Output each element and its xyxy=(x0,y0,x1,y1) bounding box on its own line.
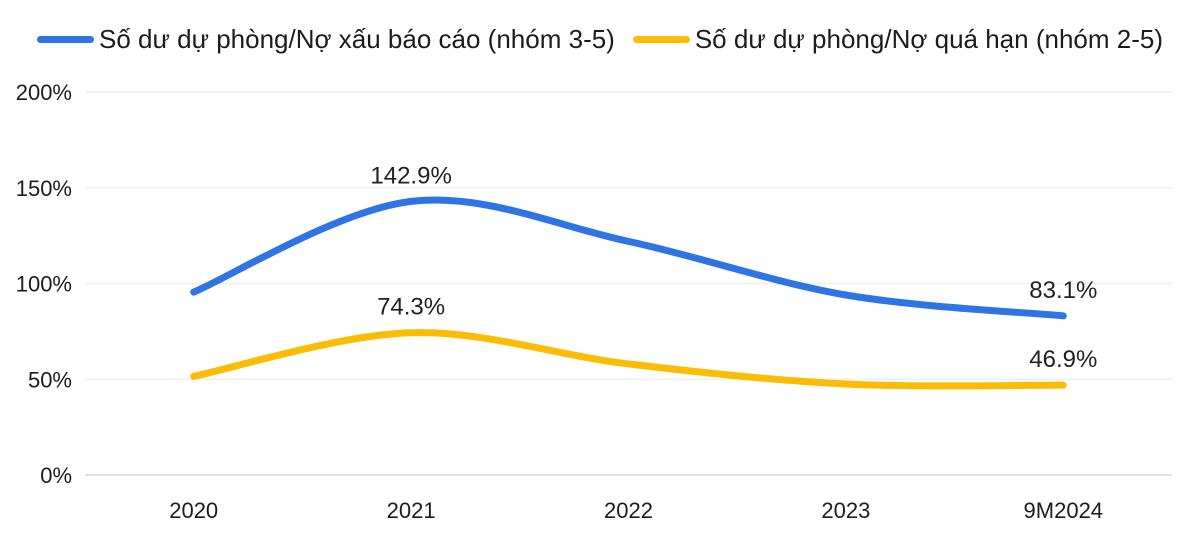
series-line-1 xyxy=(190,329,1067,390)
data-label: 83.1% xyxy=(1029,277,1097,304)
x-axis-label: 2022 xyxy=(604,498,653,523)
data-label: 142.9% xyxy=(370,162,451,189)
legend-item-provision-overdue-2-5: Số dư dự phòng/Nợ quá hạn (nhóm 2-5) xyxy=(632,24,1163,55)
x-axis-label: 2023 xyxy=(821,498,870,523)
chart-legend: Số dư dự phòng/Nợ xấu báo cáo (nhóm 3-5)… xyxy=(0,24,1200,55)
y-axis-label: 50% xyxy=(28,367,72,392)
series-line-0 xyxy=(190,196,1067,320)
x-axis-label: 9M2024 xyxy=(1024,498,1104,523)
legend-line-swatch-yellow xyxy=(632,36,690,43)
x-axis-label: 2020 xyxy=(169,498,218,523)
legend-label-provision-npl-3-5: Số dư dự phòng/Nợ xấu báo cáo (nhóm 3-5) xyxy=(99,24,615,54)
data-label: 46.9% xyxy=(1029,346,1097,373)
y-axis-label: 100% xyxy=(16,272,72,297)
y-axis-label: 150% xyxy=(16,176,72,201)
data-label: 74.3% xyxy=(377,294,445,321)
legend-line-swatch-blue xyxy=(37,36,95,43)
y-axis-label: 0% xyxy=(40,463,72,488)
legend-item-provision-npl-3-5: Số dư dự phòng/Nợ xấu báo cáo (nhóm 3-5) xyxy=(37,24,615,55)
legend-label-provision-overdue-2-5: Số dư dự phòng/Nợ quá hạn (nhóm 2-5) xyxy=(694,24,1163,54)
y-axis-label: 200% xyxy=(16,80,72,105)
x-axis-label: 2021 xyxy=(387,498,436,523)
